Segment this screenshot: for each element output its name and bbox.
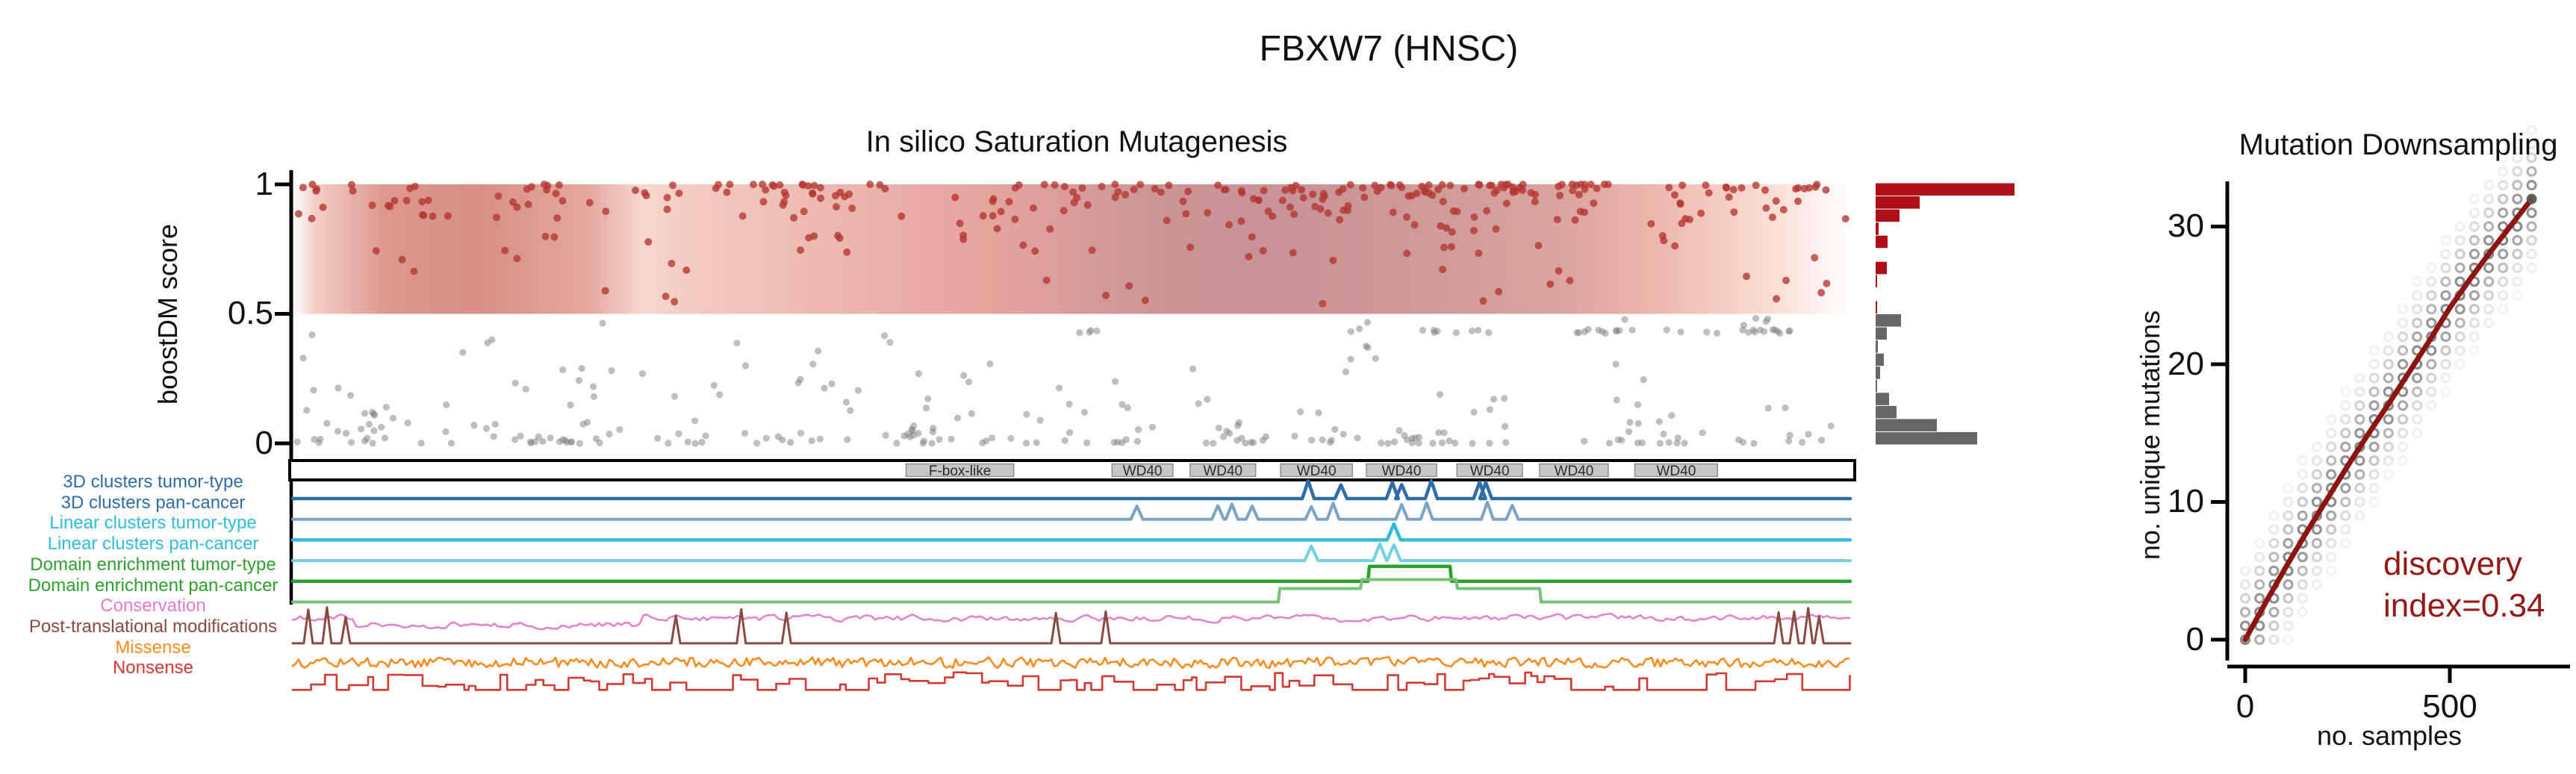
saturation-ytick-05: 0.5	[227, 295, 273, 331]
downsampling-xlabel: no. samples	[2316, 720, 2463, 751]
track-label: Domain enrichment pan-cancer	[28, 575, 279, 596]
svg-text:WD40: WD40	[1555, 464, 1594, 479]
downsampling-xtick-500: 500	[2422, 688, 2477, 725]
saturation-panel-title: In silico Saturation Mutagenesis	[865, 125, 1288, 158]
saturation-ylabel: boostDM score	[152, 223, 183, 405]
downsampling-xtick-0: 0	[2236, 688, 2255, 725]
track-label: Missense	[115, 637, 191, 658]
track-label: Post-translational modifications	[28, 616, 278, 637]
svg-text:WD40: WD40	[1382, 464, 1422, 479]
track-label: Linear clusters pan-cancer	[47, 534, 259, 555]
annotation-line2: index=0.34	[2383, 587, 2545, 625]
track-label: 3D clusters tumor-type	[63, 472, 243, 492]
svg-text:WD40: WD40	[1203, 464, 1242, 479]
track-label: Nonsense	[112, 658, 194, 678]
svg-text:F-box-like: F-box-like	[929, 464, 991, 479]
annotation-line1: discovery	[2383, 546, 2522, 582]
downsampling-ytick-10: 10	[2168, 483, 2204, 519]
svg-text:WD40: WD40	[1656, 464, 1696, 479]
svg-text:WD40: WD40	[1470, 464, 1510, 479]
svg-text:WD40: WD40	[1297, 464, 1337, 479]
track-label: Domain enrichment tumor-type	[30, 554, 276, 575]
svg-text:WD40: WD40	[1123, 464, 1163, 479]
downsampling-ylabel: no. unique mutations	[2135, 310, 2165, 561]
saturation-ytick-0: 0	[255, 425, 273, 461]
downsampling-panel-title: Mutation Downsampling	[2239, 128, 2558, 161]
main-title: FBXW7 (HNSC)	[1259, 29, 1519, 69]
downsampling-ytick-20: 20	[2168, 346, 2204, 382]
discovery-index-annotation: discovery index=0.34	[2383, 543, 2545, 628]
track-label: Linear clusters tumor-type	[49, 513, 257, 534]
downsampling-ytick-0: 0	[2185, 621, 2204, 658]
downsampling-ytick-30: 30	[2168, 207, 2204, 244]
track-label: Conservation	[100, 596, 206, 617]
track-label: 3D clusters pan-cancer	[60, 492, 246, 513]
saturation-ytick-1: 1	[255, 166, 273, 202]
